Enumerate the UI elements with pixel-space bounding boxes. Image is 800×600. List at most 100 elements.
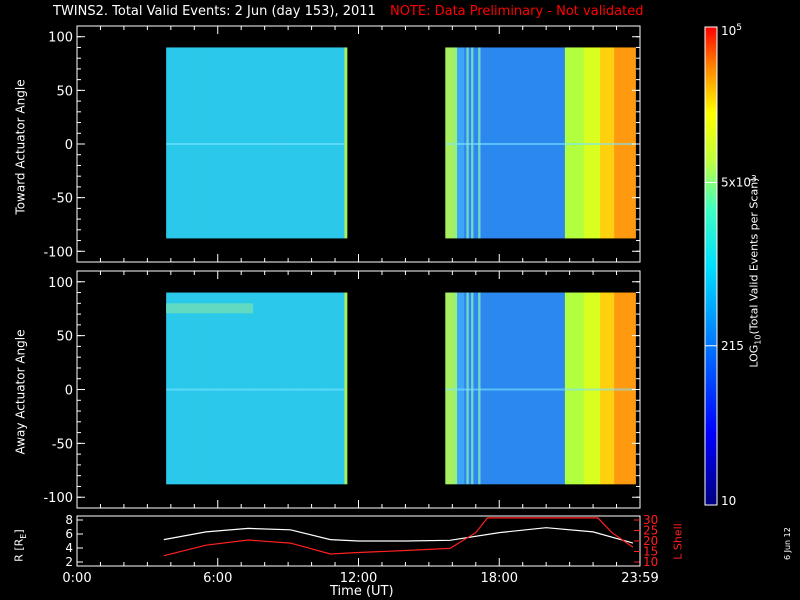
spectrogram-column [234, 292, 238, 485]
spectrogram-column [227, 292, 231, 485]
spectrogram-column [215, 47, 219, 239]
spectrogram-column [546, 47, 550, 239]
lshell-axis-label: L Shell [671, 523, 685, 560]
spectrogram-column [607, 47, 611, 239]
spectrogram-column [191, 47, 195, 239]
spectrogram-column [257, 47, 261, 239]
spectrogram-column [248, 47, 252, 239]
spectrogram-column [623, 47, 627, 239]
spectrogram-column [342, 47, 346, 239]
spectrogram-column [494, 47, 498, 239]
spectrogram-column [184, 47, 188, 239]
spectrogram-column [574, 47, 578, 239]
spectrogram-column [597, 292, 601, 485]
spectrogram-column [306, 47, 310, 239]
spectrogram-column [571, 292, 575, 485]
spectrogram-column [628, 292, 632, 485]
spectrogram-column [520, 47, 524, 239]
y-tick-label: 100 [48, 31, 73, 46]
spectrogram-column [194, 292, 198, 485]
spectrogram-column [187, 47, 191, 239]
spectrogram-column [583, 47, 587, 239]
spectrogram-column [604, 292, 608, 485]
spectrogram-column [264, 47, 268, 239]
spectrogram-column [208, 292, 212, 485]
spectrogram-column [609, 292, 613, 485]
spectrogram-column [464, 292, 468, 485]
spectrogram-column [555, 47, 559, 239]
y-tick-label: -100 [43, 245, 73, 260]
spectrogram-column [262, 292, 266, 485]
spectrogram-column [632, 47, 636, 239]
spectrogram-column [553, 292, 557, 485]
spectrogram-column [234, 47, 238, 239]
y-tick-label: -50 [52, 192, 73, 207]
spectrogram-column [259, 47, 263, 239]
spectrogram-column [447, 292, 451, 485]
spectrogram-column [506, 47, 510, 239]
spectrogram-column [295, 47, 299, 239]
spectrogram-column [267, 292, 270, 485]
spectrogram-column [478, 47, 482, 239]
spectrogram-column [550, 47, 554, 239]
spectrogram-column [539, 47, 543, 239]
spectrogram-column [492, 47, 496, 239]
spectrogram-column [461, 292, 465, 485]
spectrogram-column [487, 292, 491, 485]
y-tick-label: -100 [43, 491, 73, 506]
spectrogram-column [593, 47, 597, 239]
spectrogram-column [503, 292, 507, 485]
spectrogram-column [590, 47, 594, 239]
spectrogram-column [241, 292, 245, 485]
spectrogram-column [177, 47, 181, 239]
spectrogram-column [288, 47, 292, 239]
spectrogram-column [489, 47, 493, 239]
spectrogram-panel-1: 100 50 0 -50 -100 [43, 270, 641, 509]
colorbar-tick-label: 105 [721, 23, 742, 38]
spectrogram-column [180, 292, 184, 485]
series-line-lshell [163, 517, 634, 557]
spectrogram-column [276, 292, 280, 485]
x-tick-label: 0:00 [62, 571, 91, 586]
spectrogram-column [557, 292, 561, 485]
spectrogram-column [252, 292, 256, 485]
spectrogram-column [611, 47, 615, 239]
spectrogram-column [285, 47, 289, 239]
spectrogram-column [454, 292, 458, 485]
spectrogram-column [625, 292, 629, 485]
y2-tick-label: 10 [643, 555, 658, 569]
spectrogram-column [250, 292, 254, 485]
spectrogram-column [203, 292, 207, 485]
spectrogram-column [177, 292, 181, 485]
spectrogram-column [522, 47, 526, 239]
spectrogram-column [482, 292, 486, 485]
spectrogram-column [461, 47, 465, 239]
spectrogram-column [501, 47, 505, 239]
spectrogram-column [194, 47, 198, 239]
spectrogram-column [213, 292, 217, 485]
x-tick-label: 12:00 [340, 571, 377, 586]
spectrogram-column [508, 47, 512, 239]
spectrogram-column [342, 292, 346, 485]
y2-tick-label: 30 [643, 513, 658, 527]
spectrogram-column [182, 47, 186, 239]
spectrogram-column [522, 292, 526, 485]
spectrogram-column [468, 47, 472, 239]
spectrogram-column [583, 292, 587, 485]
spectrogram-column [449, 47, 453, 239]
spectrogram-column [220, 47, 224, 239]
spectrogram-column [224, 292, 228, 485]
spectrogram-column [217, 47, 221, 239]
y2-tick-label: 20 [643, 534, 658, 548]
colorbar-tick-label: 215 [721, 339, 744, 353]
spectrogram-column [189, 292, 193, 485]
away-angle-axis-label: Away Actuator Angle [13, 329, 28, 455]
spectrogram-column [595, 47, 599, 239]
spectrogram-column [285, 292, 289, 485]
spectrogram-column [236, 292, 240, 485]
spectrogram-column [494, 292, 498, 485]
spectrogram-column [344, 292, 348, 485]
spectrogram-column [255, 292, 259, 485]
spectrogram-column [480, 292, 484, 485]
